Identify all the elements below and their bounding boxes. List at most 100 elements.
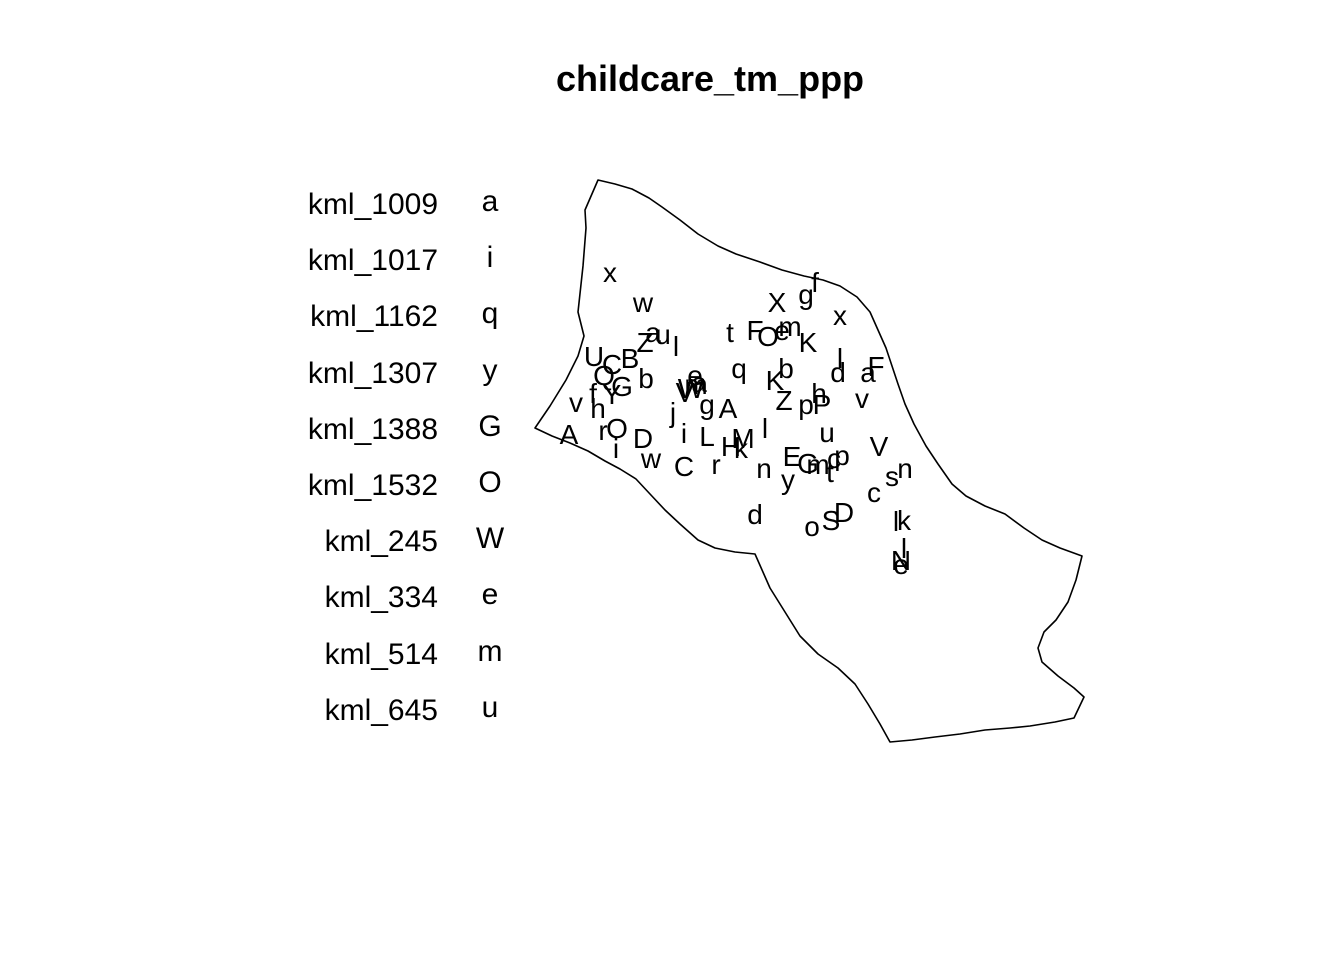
point-marker: U [584, 341, 604, 372]
point-marker: h [811, 378, 827, 409]
point-marker: E [783, 441, 802, 472]
legend-item-name: kml_1009 [307, 188, 438, 221]
point-marker: k [897, 505, 912, 536]
point-marker: N [891, 545, 911, 576]
legend-item: kml_1307 y [250, 353, 530, 397]
legend-item: kml_1388 G [250, 409, 530, 453]
legend-item: kml_1009 a [250, 185, 530, 228]
point-marker: L [699, 421, 715, 452]
legend-item-name: kml_245 [324, 525, 438, 559]
point-marker: Q [593, 360, 615, 391]
legend-item-name: kml_514 [324, 637, 438, 671]
point-marker: H [721, 431, 741, 462]
point-marker: f [811, 267, 819, 298]
point-marker: a [860, 357, 876, 388]
point-marker: b [778, 353, 794, 384]
legend-item: kml_1162 q [250, 297, 530, 340]
point-marker: D [834, 497, 854, 528]
point-marker: Z [775, 385, 792, 416]
legend-item-symbol-glyph: O [478, 466, 502, 499]
legend-item: kml_1017 i [250, 241, 530, 284]
point-marker: v [855, 383, 869, 414]
point-marker: m [778, 311, 801, 342]
legend-item: kml_245 W [250, 522, 530, 565]
point-marker: m [806, 449, 829, 480]
point-marker: p [798, 389, 814, 420]
legend-item-name: kml_1307 [307, 356, 438, 390]
point-marker: e [687, 360, 703, 391]
legend-item-name: kml_1388 [307, 412, 438, 446]
legend-item-symbol-glyph: u [481, 690, 499, 724]
point-marker: p [834, 440, 850, 471]
point-marker: W [678, 373, 705, 404]
point-marker: k [734, 433, 749, 464]
legend-item-symbol-glyph: G [478, 409, 502, 443]
point-marker: O [606, 413, 628, 444]
point-marker: F [867, 351, 884, 382]
legend-item-name: kml_645 [324, 693, 438, 727]
point-marker: g [798, 279, 814, 310]
legend-item: kml_1532 O [250, 466, 530, 509]
point-marker: C [602, 349, 622, 380]
legend-item-name: kml_1532 [307, 469, 438, 502]
point-marker: K [799, 327, 818, 358]
point-marker: M [731, 423, 754, 454]
point-marker: S [822, 505, 841, 536]
point-marker: y [781, 464, 795, 495]
point-marker: h [590, 393, 606, 424]
point-marker: C [674, 451, 694, 482]
point-marker: w [632, 287, 654, 318]
point-marker: P [813, 389, 832, 420]
legend-item-symbol-glyph: e [481, 578, 499, 612]
point-marker: d [830, 357, 846, 388]
point-marker: b [638, 363, 654, 394]
legend-item: kml_334 e [250, 578, 530, 621]
point-marker: l [893, 506, 899, 537]
point-marker: V [676, 377, 695, 408]
legend-item: kml_645 u [250, 690, 530, 734]
point-marker: n [756, 453, 772, 484]
point-marker: c [867, 477, 881, 508]
point-marker: e [774, 315, 790, 346]
point-marker: Z [636, 327, 653, 358]
point-marker: K [766, 365, 785, 396]
point-marker: F [746, 315, 763, 346]
point-marker: l [673, 331, 679, 362]
point-marker: i [681, 418, 687, 449]
point-marker: V [870, 431, 889, 462]
legend-item-symbol-glyph: y [482, 353, 498, 387]
point-marker: q [731, 353, 747, 384]
point-marker: t [726, 317, 734, 348]
point-marker: l [837, 343, 843, 374]
point-marker: v [569, 387, 583, 418]
legend-item-symbol-glyph: W [475, 522, 505, 556]
point-marker: o [804, 511, 820, 542]
point-marker: D [633, 423, 653, 454]
point-marker: n [897, 453, 913, 484]
point-marker: x [833, 300, 847, 331]
point-marker: x [603, 257, 617, 288]
point-marker: j [669, 397, 676, 428]
point-marker: a [645, 317, 661, 348]
point-marker: f [589, 378, 597, 409]
point-marker: Y [603, 379, 622, 410]
study-area-boundary [534, 179, 1085, 743]
point-marker: G [797, 448, 819, 479]
legend-item-symbol-glyph: i [486, 241, 494, 275]
point-marker: w [640, 443, 662, 474]
point-marker: m [684, 369, 707, 400]
plot-title: childcare_tm_ppp [555, 58, 865, 99]
point-marker: s [885, 461, 899, 492]
legend-item: kml_514 m [250, 635, 530, 678]
point-marker: u [819, 417, 835, 448]
point-marker: c [827, 443, 841, 474]
legend-item-symbol-glyph: q [481, 297, 499, 331]
point-marker: u [655, 319, 671, 350]
point-marker: d [747, 499, 763, 530]
point-marker: i [613, 433, 619, 464]
point-marker: l [762, 413, 768, 444]
point-marker: A [719, 393, 738, 424]
legend-item-name: kml_334 [324, 581, 438, 615]
